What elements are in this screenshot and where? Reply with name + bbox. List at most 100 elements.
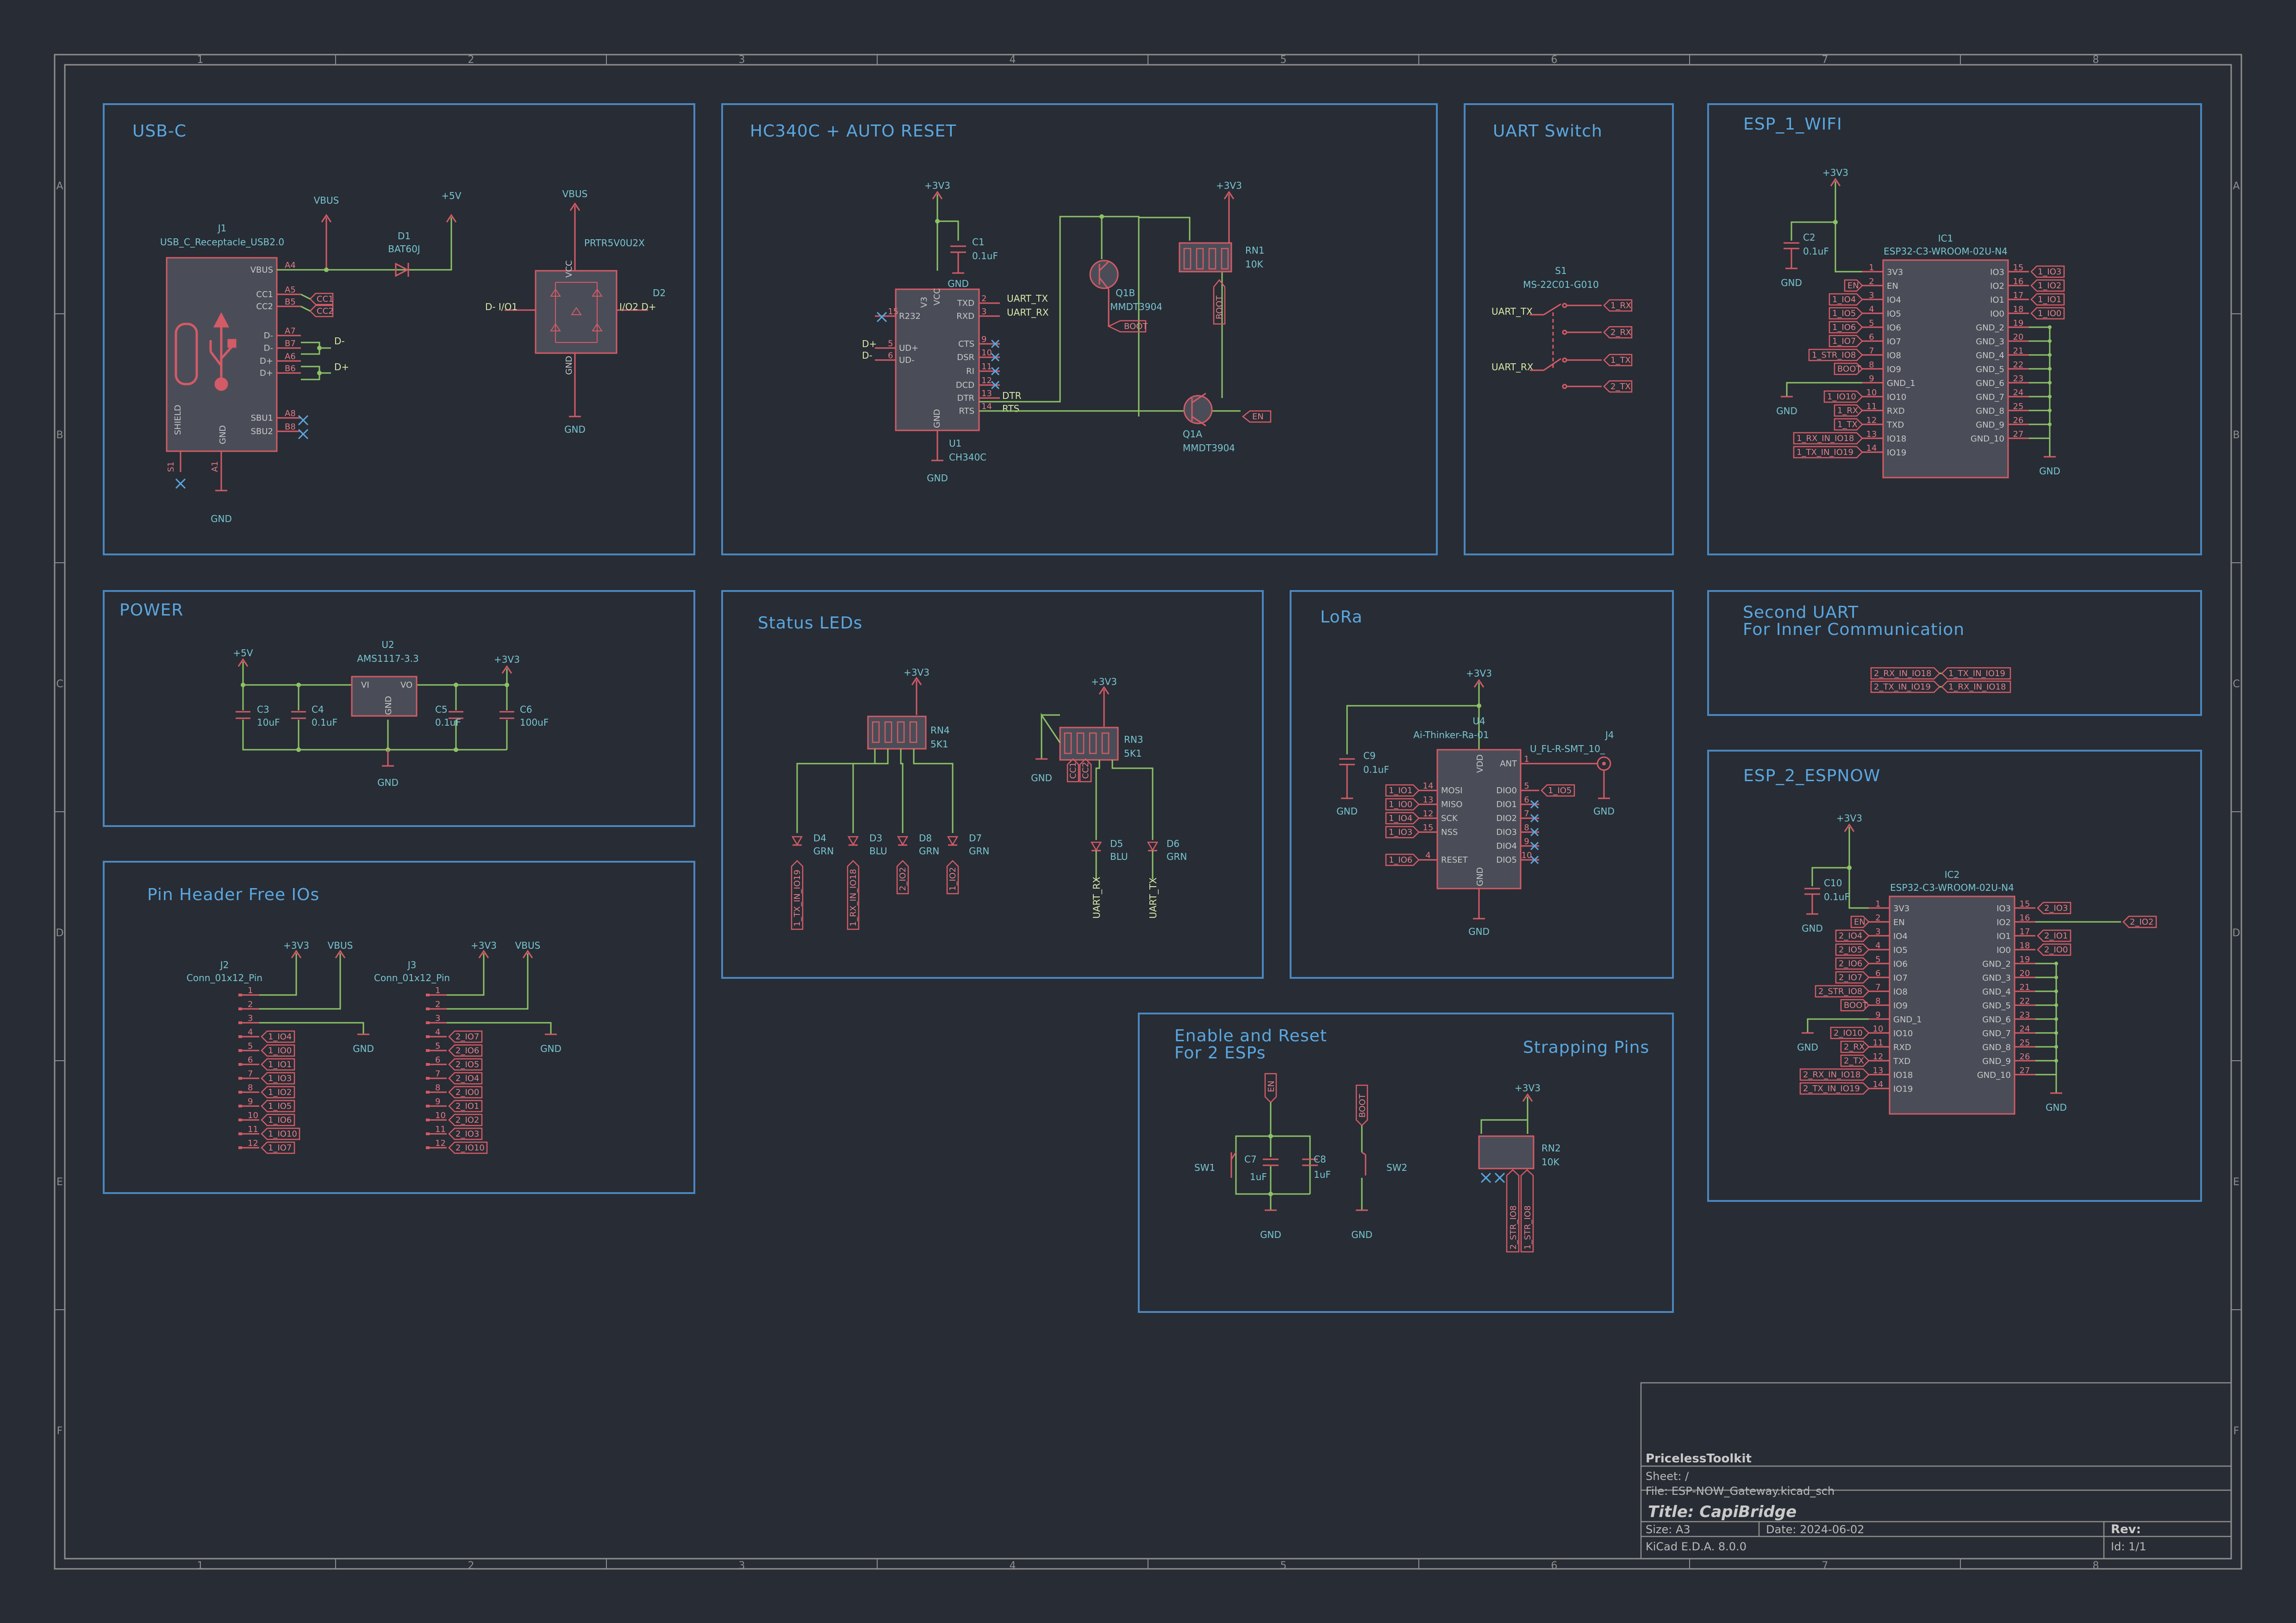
esp1-pin: GND_7 xyxy=(1976,392,2004,402)
v5-net: +5V xyxy=(441,190,461,201)
esp2-pin-number: 4 xyxy=(1875,941,1880,951)
u1-pin-number: 2 xyxy=(981,294,986,304)
v33-lora: +3V3 xyxy=(1466,668,1492,679)
u4-pin-name: ANT xyxy=(1500,759,1517,769)
esp2-pin: IO10 xyxy=(1893,1029,1913,1038)
u2-ref: U2 xyxy=(381,639,394,650)
svg-text:2_IO3: 2_IO3 xyxy=(455,1129,479,1139)
esp1-cap-ref: C2 xyxy=(1803,232,1816,243)
led-ref: D8 xyxy=(919,833,932,844)
frame-col-label: 5 xyxy=(1280,54,1287,66)
j1-ref: J1 xyxy=(217,223,227,234)
lora-module-u4 xyxy=(1436,749,1522,889)
u4-pin-number: 8 xyxy=(1524,823,1529,833)
tool-version: KiCad E.D.A. 8.0.0 xyxy=(1646,1540,1747,1553)
esp2-module xyxy=(1889,895,2015,1115)
u4-pin-name: DIO2 xyxy=(1496,814,1517,823)
u4-pin-number: 14 xyxy=(1423,781,1434,791)
svg-text:CC2: CC2 xyxy=(1081,762,1091,779)
u2-value: AMS1117-3.3 xyxy=(357,653,419,664)
v33-rn3: +3V3 xyxy=(1091,676,1117,687)
j1-pin-name: VBUS xyxy=(250,265,273,275)
esp2-pin-number: 10 xyxy=(1873,1024,1884,1034)
power-cap-ref: C4 xyxy=(312,704,324,715)
u4-pin-name: SCK xyxy=(1441,814,1458,823)
frame-col-label: 7 xyxy=(1822,1560,1828,1572)
svg-text:1_IO4: 1_IO4 xyxy=(268,1032,292,1042)
esp2-ref: IC2 xyxy=(1945,869,1960,880)
svg-text:2_RX: 2_RX xyxy=(1844,1042,1865,1052)
d1-value: BAT60J xyxy=(388,243,420,255)
svg-text:1_IO0: 1_IO0 xyxy=(1389,800,1412,809)
esp2-pin-number: 17 xyxy=(2020,927,2030,937)
esp1-pin: IO2 xyxy=(1990,281,2004,291)
j4-ref: J4 xyxy=(1604,729,1614,740)
u4-gnd-pin: GND xyxy=(1475,867,1485,886)
led-ref: D4 xyxy=(813,833,826,844)
esp1-net-label: 1_IO5 xyxy=(1828,307,1863,320)
led-color: GRN xyxy=(1167,851,1187,862)
esp2-pin: GND_10 xyxy=(1977,1070,2011,1080)
esp1-pin-number: 25 xyxy=(2013,402,2024,411)
dpdt-switch-s1 xyxy=(1530,303,1567,389)
u4-value: Ai-Thinker-Ra-01 xyxy=(1413,729,1489,740)
j2-net-label: 1_IO1 xyxy=(261,1058,295,1071)
v33-power: +3V3 xyxy=(494,654,520,665)
esd-d2 xyxy=(535,270,618,354)
block-hc340: HC340C + AUTO RESET +3V3 C1 0.1uF GND VC… xyxy=(721,103,1438,555)
j1-gnd-pin: GND xyxy=(218,425,228,444)
esp2-pin-number: 16 xyxy=(2020,913,2030,923)
esp2-pin-number: 1 xyxy=(1875,899,1880,909)
esp1-pin: GND_1 xyxy=(1887,379,1915,388)
esp2-pin: RXD xyxy=(1893,1043,1911,1052)
j3-net-label: 2_IO1 xyxy=(448,1100,483,1113)
frame-col-label: 1 xyxy=(197,54,204,66)
led-icon xyxy=(1090,841,1102,852)
j3-net-label: 2_IO7 xyxy=(448,1030,483,1043)
j2-pin-number: 1 xyxy=(248,986,253,995)
boot-label-hc340: BOOT xyxy=(1107,320,1148,333)
gnd-sw2: GND xyxy=(1351,1229,1373,1240)
u1-pin-number: 13 xyxy=(981,389,992,398)
gnd-u1: GND xyxy=(927,473,948,484)
rn1-value: 10K xyxy=(1245,259,1263,270)
esp2-pin: GND_1 xyxy=(1893,1015,1922,1025)
block-title-enable-reset-1: Enable and Reset xyxy=(1174,1026,1327,1045)
u1-pin-name: RTS xyxy=(959,406,974,416)
gnd-usbc: GND xyxy=(211,513,232,524)
j2-pin-number: 12 xyxy=(248,1138,258,1148)
j3-pin-number: 3 xyxy=(435,1014,440,1023)
j3-pin-number: 4 xyxy=(435,1027,440,1037)
esp2-pin: EN xyxy=(1893,918,1905,927)
j1-pin-name: D- xyxy=(264,343,273,353)
j3-ref: J3 xyxy=(407,959,417,970)
revision: Rev: xyxy=(2111,1523,2141,1536)
cc2-led-label: CC2 xyxy=(1079,758,1092,783)
esp1-net-label: 1_STR_IO8 xyxy=(1808,348,1863,361)
gnd-sw1: GND xyxy=(1260,1229,1281,1240)
block-title-usbc: USB-C xyxy=(132,122,187,141)
frame-row-label: C xyxy=(56,678,63,690)
j1-pin-number: B8 xyxy=(285,422,296,432)
svg-text:EN: EN xyxy=(1252,412,1264,422)
d1-ref: D1 xyxy=(398,230,411,242)
svg-text:2_TX_IN_IO19: 2_TX_IN_IO19 xyxy=(1803,1084,1860,1094)
sheet-size: Size: A3 xyxy=(1646,1523,1691,1536)
esp2-pin-number: 9 xyxy=(1875,1010,1880,1020)
block-usbc: USB-C J1 USB_C_Receptacle_USB2.0 VBUS A4 C… xyxy=(103,103,695,555)
j2-net-label: 1_IO10 xyxy=(261,1127,300,1140)
j2-net-label: 1_IO2 xyxy=(261,1086,295,1099)
frame-col-label: 2 xyxy=(468,1560,474,1572)
j3-net-label: 2_IO5 xyxy=(448,1058,483,1071)
j1-pin-number: A7 xyxy=(285,326,296,336)
frame-col-label: 5 xyxy=(1280,1560,1287,1572)
esp2-pin: GND_4 xyxy=(1982,987,2011,997)
c9-value: 0.1uF xyxy=(1363,764,1389,775)
j3-net-label: 2_IO10 xyxy=(448,1141,488,1154)
u4-pin-name: RESET xyxy=(1441,855,1468,865)
u4-pin-name: DIO4 xyxy=(1496,841,1517,851)
esp1-pin: IO1 xyxy=(1990,295,2004,305)
second-uart-label: 2_RX_IN_IO18 xyxy=(1870,667,1940,680)
u4-vdd-pin: VDD xyxy=(1475,754,1485,773)
block-title-uart-switch: UART Switch xyxy=(1493,122,1603,141)
